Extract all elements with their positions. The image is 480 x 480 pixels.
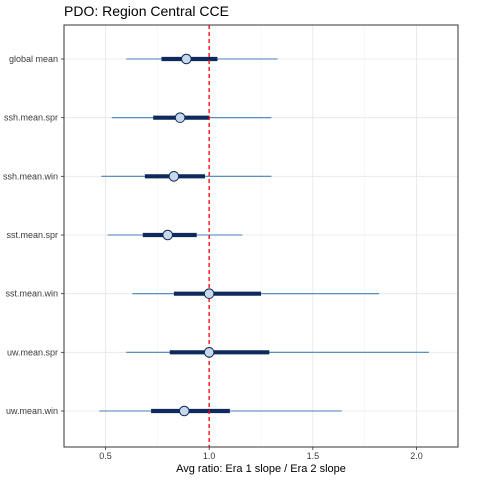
panel-border: [63, 24, 459, 448]
y-tick-label: uw.mean.win: [6, 406, 58, 416]
mean-point: [168, 171, 180, 182]
mean-point: [203, 288, 215, 299]
x-tick-label: 2.0: [410, 451, 423, 461]
x-tick-label: 0.5: [99, 451, 112, 461]
mean-point: [162, 229, 173, 241]
x-tick-label: 1.0: [203, 451, 216, 461]
y-tick-label: global mean: [9, 54, 58, 64]
y-tick-labels: global mean ssh.mean.spr ssh.mean.win sst.m…: [3, 54, 64, 416]
mean-point: [174, 112, 186, 123]
y-tick-label: sst.mean.win: [5, 289, 58, 299]
y-tick-label: sst.mean.spr: [6, 230, 58, 240]
chart-title: PDO: Region Central CCE: [64, 3, 229, 19]
y-tick-label: uw.mean.spr: [7, 347, 58, 357]
x-tick-labels: 0.5 1.0 1.5 2.0: [99, 447, 423, 461]
mean-point: [181, 53, 192, 65]
x-axis-label: Avg ratio: Era 1 slope / Era 2 slope: [176, 463, 346, 475]
y-tick-label: ssh.mean.spr: [4, 113, 58, 123]
mean-point: [203, 347, 215, 358]
x-tick-label: 1.5: [307, 451, 320, 461]
mean-point: [178, 405, 190, 417]
point-layer: [162, 53, 215, 417]
grid-layer: [64, 25, 458, 447]
y-tick-label: ssh.mean.win: [3, 171, 58, 181]
